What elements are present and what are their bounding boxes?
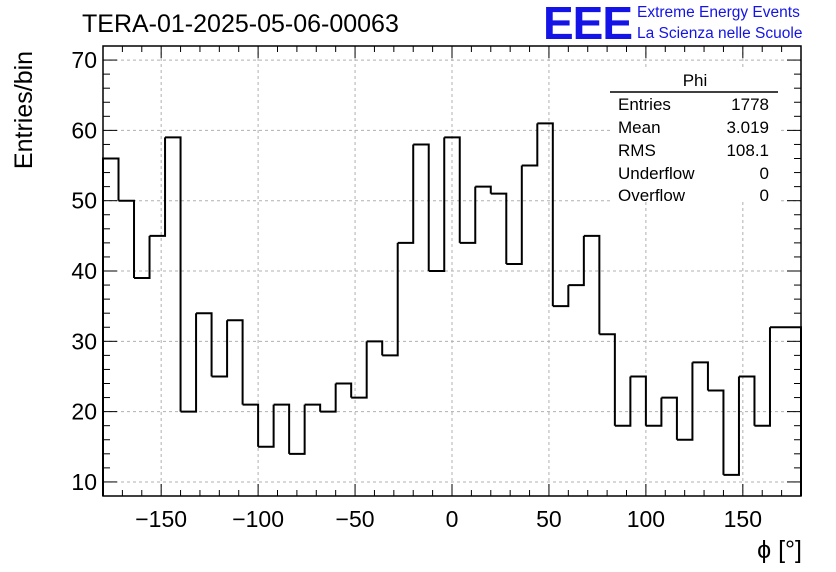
x-tick-label: −100: [232, 506, 284, 532]
histogram-bin: [134, 235, 151, 280]
eee-logo: EEE: [543, 0, 633, 49]
stats-label: Entries: [618, 95, 671, 114]
histogram-bin: [521, 123, 539, 167]
histogram-bin: [552, 285, 570, 308]
histogram-bin: [351, 341, 368, 399]
histogram-bin: [211, 320, 229, 378]
stats-label: Mean: [618, 118, 661, 137]
histogram-bin: [630, 375, 647, 426]
y-tick-label: 70: [71, 47, 97, 73]
histogram-bin: [568, 235, 585, 287]
histogram-bin: [304, 403, 322, 412]
histogram-bin: [475, 185, 492, 194]
histogram-bin: [413, 143, 430, 271]
histogram-bin: [335, 382, 353, 398]
histogram-bin: [289, 404, 306, 455]
stats-value: 3.019: [726, 118, 769, 137]
histogram-bin: [645, 397, 663, 427]
y-tick-label: 40: [71, 258, 97, 284]
histogram-bin: [444, 136, 461, 243]
histogram-bin: [382, 242, 399, 357]
stats-value: 0: [760, 164, 769, 183]
x-tick-label: −150: [135, 506, 187, 532]
stats-value: 1778: [731, 95, 769, 114]
x-tick-label: −50: [336, 506, 375, 532]
y-tick-label: 10: [71, 469, 97, 495]
histogram-bin: [397, 144, 415, 244]
histogram-bin: [614, 376, 632, 427]
tick-labels: −150 −100 −50 0 50 100 150 10 20 30 40 50 60 70: [71, 47, 762, 532]
y-tick-label: 50: [71, 188, 97, 214]
histogram-bin: [242, 403, 260, 447]
x-tick-label: 0: [446, 506, 459, 532]
histogram-bin: [692, 361, 709, 391]
histogram-bin: [738, 375, 756, 426]
histogram-bin: [490, 192, 508, 264]
histogram-bin: [707, 389, 725, 475]
histogram-bin: [180, 313, 198, 413]
histogram-bin: [227, 319, 244, 405]
histogram-bin: [506, 165, 523, 265]
histogram-bin: [320, 383, 337, 413]
histogram-bin: [149, 137, 167, 237]
y-tick-label: 30: [71, 328, 97, 354]
x-tick-label: 100: [627, 506, 665, 532]
stats-value: 0: [760, 186, 769, 205]
histogram-bin: [723, 376, 740, 476]
logo-line-1: Extreme Energy Events: [637, 4, 800, 21]
histogram-bars: [102, 122, 802, 496]
x-tick-label: 50: [536, 506, 562, 532]
histogram-bin: [165, 136, 182, 412]
stats-label: RMS: [618, 141, 656, 160]
histogram-bin: [599, 333, 616, 426]
stats-value: 108.1: [726, 141, 769, 160]
stats-box-title: Phi: [683, 71, 708, 90]
histogram-bin: [258, 404, 275, 448]
histogram-bin: [661, 396, 678, 440]
histogram-bin: [537, 122, 554, 307]
logo-line-2: La Scienza nelle Scuole: [637, 25, 803, 42]
histogram-bin: [118, 199, 136, 279]
histogram-bin: [428, 137, 446, 272]
histogram-bin: [366, 340, 384, 356]
x-axis-label: ϕ [°]: [757, 536, 802, 564]
histogram-bin: [196, 312, 213, 377]
histogram-bin: [583, 234, 601, 335]
x-tick-label: 150: [724, 506, 762, 532]
axis-ticks: [103, 45, 801, 497]
histogram-bin: [754, 327, 771, 427]
y-axis-label: Entries/bin: [10, 51, 38, 169]
stats-label: Overflow: [618, 186, 686, 205]
y-tick-label: 60: [71, 117, 97, 143]
histogram-bin: [273, 403, 291, 454]
stats-box: Phi Entries 1778 Mean 3.019 RMS 108.1 Un…: [610, 68, 780, 205]
stats-label: Underflow: [618, 164, 695, 183]
y-tick-label: 20: [71, 399, 97, 425]
histogram-bin: [676, 362, 694, 441]
histogram-bin: [459, 186, 477, 244]
plot-title: TERA-01-2025-05-06-00063: [82, 10, 399, 38]
